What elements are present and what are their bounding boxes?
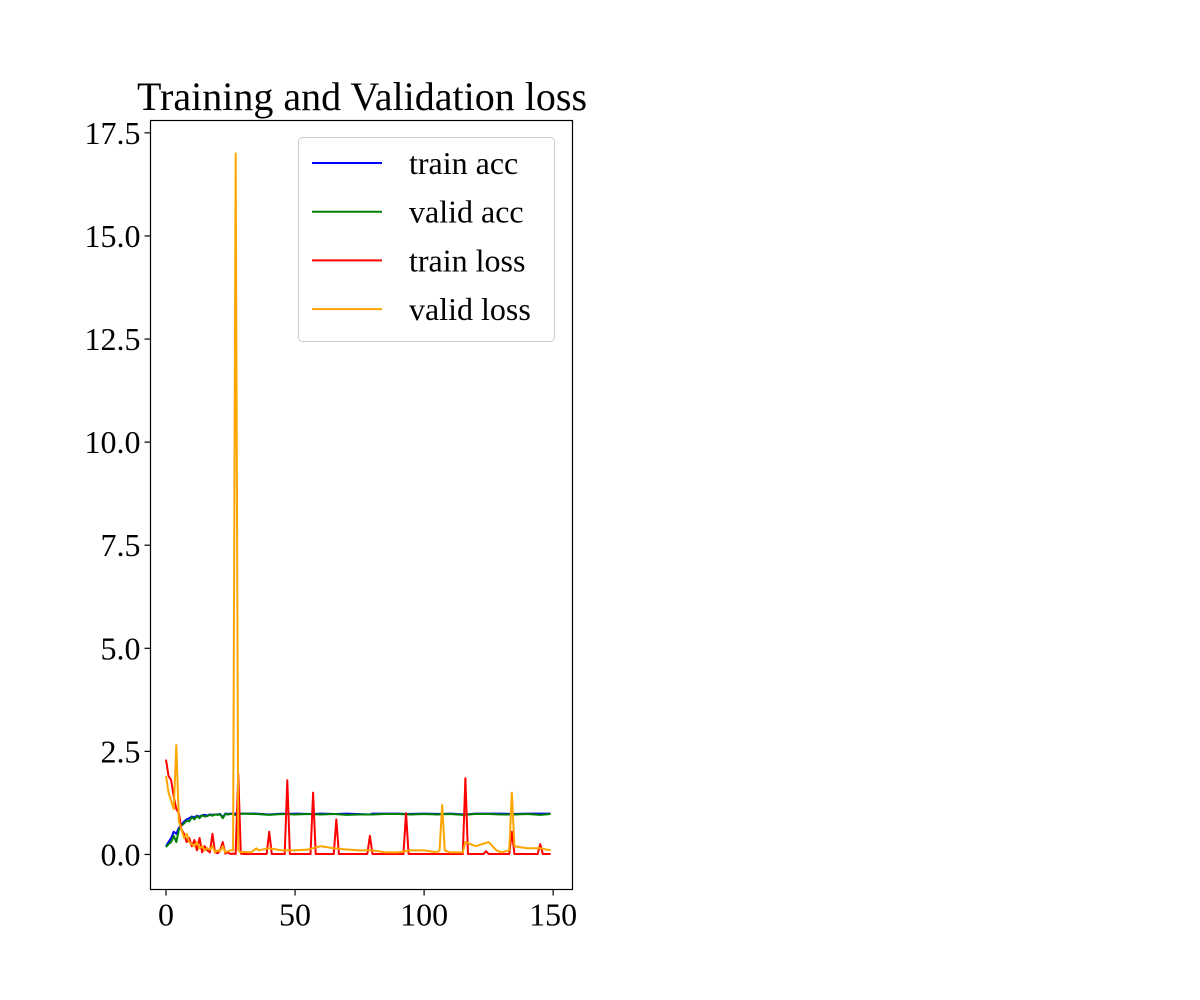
legend-label: valid acc	[409, 194, 524, 230]
x-tick-label: 150	[529, 897, 577, 933]
x-tick-label: 100	[400, 897, 448, 933]
legend-box	[298, 137, 555, 342]
y-tick-label: 5.0	[101, 630, 141, 666]
y-tick-label: 15.0	[85, 218, 141, 254]
y-tick-label: 12.5	[85, 321, 141, 357]
legend: train acc valid acc train loss valid loss	[298, 137, 555, 342]
series-line-train-loss	[165, 759, 551, 856]
chart-title: Training and Validation loss	[137, 74, 587, 119]
x-tick-label: 0	[158, 897, 174, 933]
y-tick-label: 7.5	[101, 527, 141, 563]
legend-label: train loss	[409, 242, 525, 278]
y-axis-ticks: 0.0 2.5 5.0 7.5 10.0 12.5 15.0 17.5	[85, 115, 151, 872]
y-tick-label: 2.5	[101, 733, 141, 769]
plot-area-frame	[149, 119, 574, 891]
y-tick-label: 0.0	[101, 836, 141, 872]
legend-label: train acc	[409, 145, 518, 181]
y-tick-label: 17.5	[85, 115, 141, 151]
legend-label: valid loss	[409, 291, 531, 327]
series-lines	[165, 152, 551, 856]
x-axis-ticks: 0 50 100 150	[158, 889, 577, 933]
series-line-valid-acc	[165, 812, 551, 848]
x-tick-label: 50	[279, 897, 311, 933]
y-tick-label: 10.0	[85, 424, 141, 460]
series-line-valid-loss	[165, 152, 551, 854]
